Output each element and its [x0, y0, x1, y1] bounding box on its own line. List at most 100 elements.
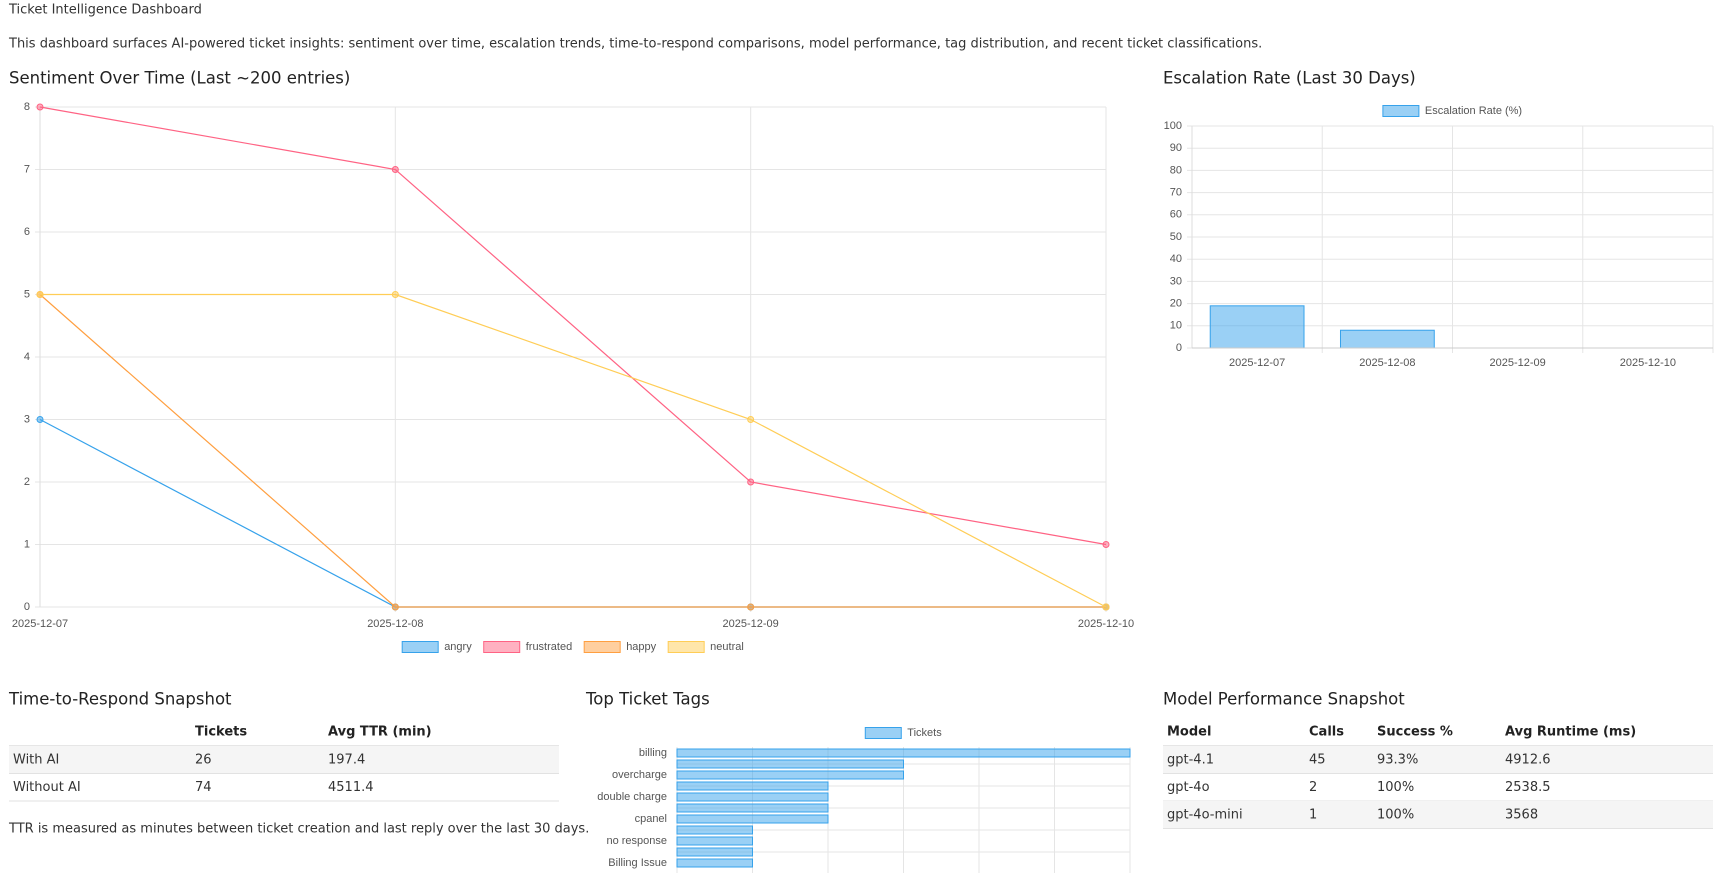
table-cell: 100%: [1377, 780, 1414, 795]
table-cell: 2538.5: [1505, 780, 1551, 795]
y-tick-label: 0: [24, 601, 30, 613]
x-tick-label: 2025-12-10: [1620, 357, 1676, 369]
series-line: [39, 294, 1106, 608]
series-line: [39, 106, 1107, 546]
table-row-bg: [1163, 801, 1713, 829]
x-tick-label: 2025-12-08: [1359, 357, 1415, 369]
legend-swatch: [583, 641, 621, 653]
y-tick-label: cpanel: [635, 813, 667, 825]
table-cell: Without AI: [13, 780, 81, 795]
y-tick-label: 80: [1170, 164, 1182, 176]
y-tick-label: Billing Issue: [608, 857, 667, 869]
legend: Escalation Rate (%): [1382, 105, 1522, 117]
y-tick-label: 10: [1170, 320, 1182, 332]
bar: [676, 814, 829, 824]
y-tick-label: 50: [1170, 231, 1182, 243]
page-description: This dashboard surfaces AI-powered ticke…: [8, 37, 1262, 52]
bar: [676, 770, 904, 780]
bar: [676, 748, 1131, 758]
data-point: [36, 416, 44, 423]
series-line: [40, 293, 1107, 608]
legend-swatch: [864, 727, 902, 739]
table-cell: 4912.6: [1505, 753, 1551, 768]
table-header: Calls: [1309, 725, 1344, 740]
y-tick-label: no response: [606, 835, 667, 847]
y-tick-label: 4: [24, 351, 30, 363]
x-tick-label: 2025-12-09: [1489, 357, 1545, 369]
bar: [676, 836, 753, 846]
legend: angry frustrated happy neutral: [401, 641, 744, 653]
bar: [676, 759, 904, 769]
bar: [676, 803, 829, 813]
bar: [1339, 329, 1435, 349]
legend-swatch: [667, 641, 705, 653]
bar: [676, 792, 829, 802]
legend-label: happy: [626, 641, 656, 653]
data-point: [36, 291, 44, 298]
y-tick-label: 70: [1170, 187, 1182, 199]
bar: [676, 825, 753, 835]
chart-title: Sentiment Over Time (Last ~200 entries): [9, 69, 350, 88]
data-point: [391, 291, 399, 298]
data-point: [747, 603, 755, 611]
legend-label: Escalation Rate (%): [1425, 105, 1522, 117]
table-header: Success %: [1377, 725, 1453, 740]
y-tick-label: 40: [1170, 253, 1182, 265]
legend-label: neutral: [710, 641, 744, 653]
y-tick-label: 100: [1164, 120, 1182, 132]
y-tick-label: 2: [24, 476, 30, 488]
chart-title: Top Ticket Tags: [585, 690, 710, 709]
y-tick-label: 5: [24, 288, 30, 300]
x-tick-label: 2025-12-07: [1229, 357, 1285, 369]
table-header: Tickets: [195, 725, 247, 740]
y-tick-label: 8: [24, 101, 30, 113]
y-tick-label: 20: [1170, 298, 1182, 310]
table-cell: 74: [195, 780, 212, 795]
data-point: [747, 416, 755, 423]
table-note: TTR is measured as minutes between ticke…: [8, 822, 589, 837]
table-header: Avg Runtime (ms): [1505, 725, 1636, 740]
table-cell: 1: [1309, 808, 1317, 823]
data-point: [36, 103, 44, 111]
table-cell: gpt-4.1: [1167, 753, 1214, 768]
bar: [1209, 305, 1305, 349]
table-cell: 4511.4: [328, 780, 374, 795]
x-tick-label: 2025-12-09: [723, 618, 779, 630]
data-point: [1102, 603, 1110, 611]
x-tick-label: 2025-12-10: [1078, 618, 1134, 630]
x-tick-label: 2025-12-07: [12, 618, 68, 630]
page-title: Ticket Intelligence Dashboard: [8, 3, 202, 18]
legend: Tickets: [864, 727, 942, 739]
data-point: [391, 166, 399, 173]
data-point: [1102, 541, 1110, 548]
legend-swatch: [1382, 105, 1420, 117]
legend-label: frustrated: [526, 641, 572, 653]
data-point: [747, 478, 755, 486]
chart-title: Escalation Rate (Last 30 Days): [1163, 69, 1416, 88]
y-tick-label: 6: [24, 226, 30, 238]
y-tick-label: 60: [1170, 209, 1182, 221]
y-tick-label: overcharge: [612, 769, 667, 781]
table-cell: With AI: [13, 753, 59, 768]
table-cell: 197.4: [328, 753, 365, 768]
bar: [676, 858, 753, 868]
table-cell: gpt-4o-mini: [1167, 808, 1243, 823]
table-row-bg: [9, 746, 559, 774]
legend-label: Tickets: [907, 727, 942, 739]
series-line: [39, 418, 1106, 608]
y-tick-label: 3: [24, 413, 30, 425]
table-cell: 100%: [1377, 808, 1414, 823]
table-cell: 2: [1309, 780, 1317, 795]
y-tick-label: double charge: [597, 791, 667, 803]
table-title: Time-to-Respond Snapshot: [8, 690, 232, 709]
y-tick-label: 1: [24, 538, 30, 550]
table-cell: 45: [1309, 753, 1326, 768]
table-cell: 26: [195, 753, 212, 768]
legend-label: angry: [444, 641, 472, 653]
table-header: Avg TTR (min): [328, 725, 432, 740]
y-tick-label: billing: [639, 747, 667, 759]
table-header: Model: [1167, 725, 1211, 740]
y-tick-label: 30: [1170, 275, 1182, 287]
table-cell: 93.3%: [1377, 753, 1418, 768]
